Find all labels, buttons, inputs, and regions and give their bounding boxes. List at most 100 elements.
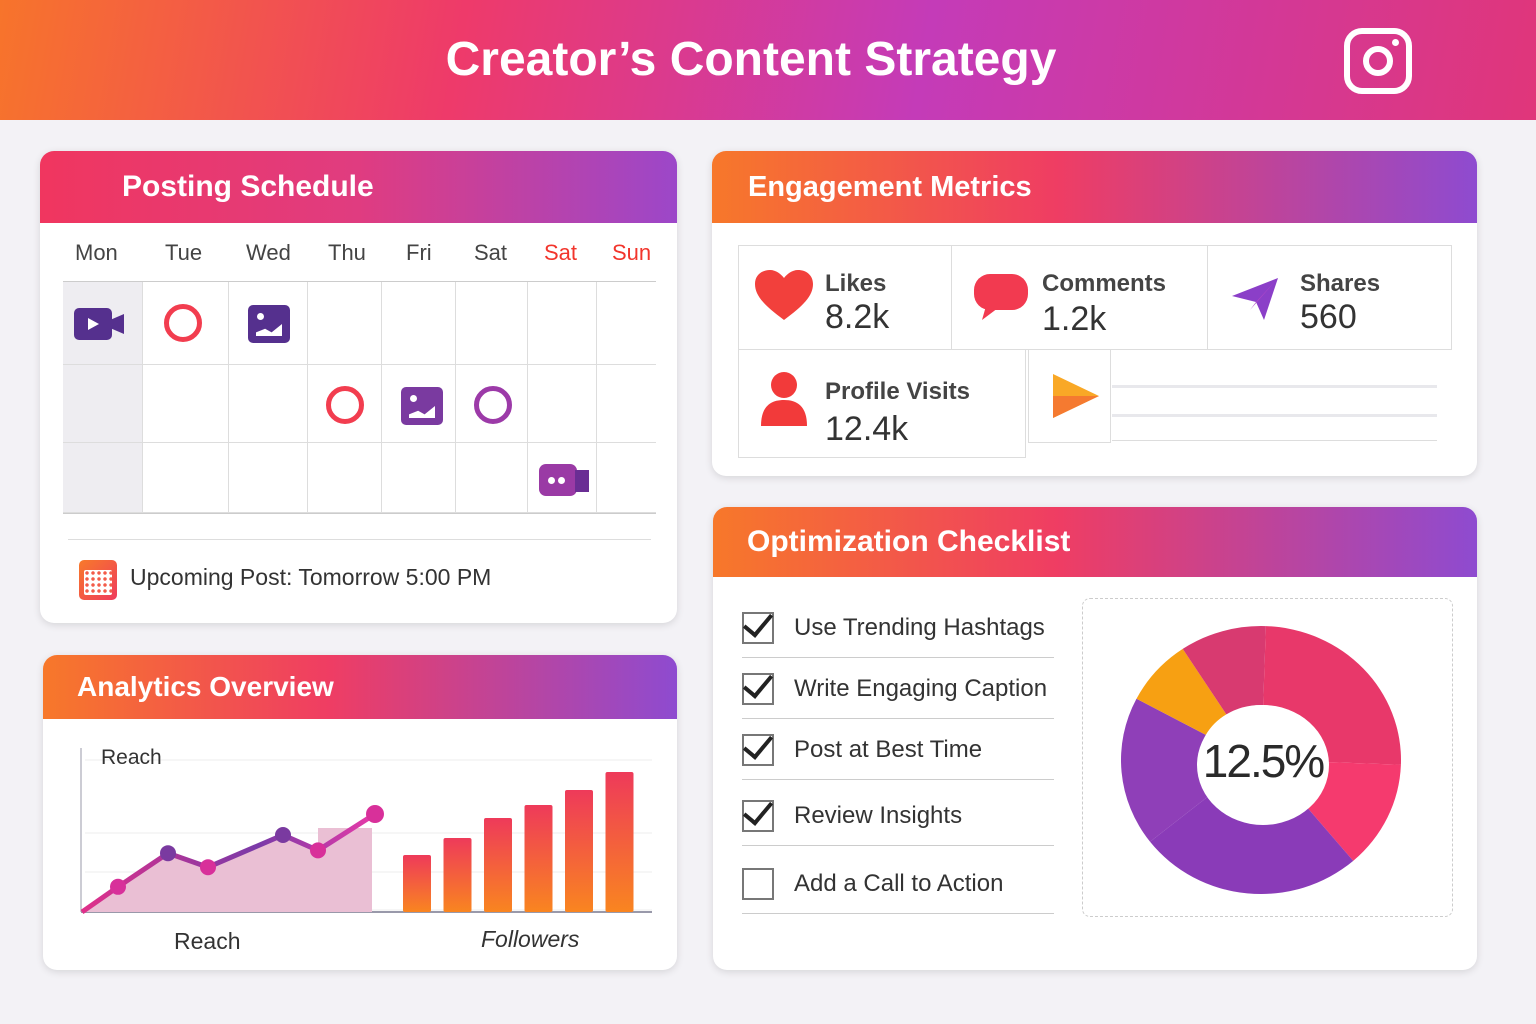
followers-bar bbox=[443, 838, 472, 912]
divider bbox=[742, 779, 1054, 780]
donut-slice bbox=[1150, 793, 1354, 894]
upcoming-post: Upcoming Post: Tomorrow 5:00 PM bbox=[130, 564, 492, 590]
calendar-icon bbox=[79, 560, 117, 600]
donut-slice bbox=[1301, 761, 1401, 861]
story-ring-icon[interactable] bbox=[164, 304, 202, 342]
checkbox[interactable] bbox=[742, 612, 774, 644]
reach-point bbox=[275, 827, 291, 843]
play-button[interactable] bbox=[1028, 349, 1111, 443]
schedule-cell[interactable] bbox=[528, 365, 597, 443]
schedule-cell[interactable] bbox=[456, 365, 528, 443]
donut-slice bbox=[1263, 626, 1401, 765]
heart-icon bbox=[755, 270, 813, 320]
followers-bar bbox=[524, 805, 553, 912]
checkbox[interactable] bbox=[742, 734, 774, 766]
day-thu: Thu bbox=[328, 240, 366, 265]
day-sun: Sun bbox=[612, 240, 652, 265]
schedule-cell[interactable] bbox=[382, 282, 456, 365]
comment-bubble-icon bbox=[974, 274, 1028, 320]
card-title: Optimization Checklist bbox=[713, 507, 1477, 577]
schedule-cell[interactable] bbox=[597, 443, 656, 513]
paper-plane-icon bbox=[1232, 278, 1278, 320]
image-post-icon[interactable] bbox=[248, 305, 290, 343]
schedule-cell[interactable] bbox=[528, 282, 597, 365]
schedule-cell[interactable] bbox=[528, 443, 597, 513]
reach-area bbox=[82, 828, 372, 912]
day-sat: Sat bbox=[474, 240, 508, 265]
day-wed: Wed bbox=[246, 240, 291, 265]
schedule-cell[interactable] bbox=[597, 282, 656, 365]
donut-slice bbox=[1182, 626, 1266, 715]
play-icon bbox=[1053, 374, 1099, 418]
day-fri: Fri bbox=[406, 240, 432, 265]
comments-value: 1.2k bbox=[1042, 300, 1107, 338]
profile-visits-metric: Profile Visits 12.4k bbox=[738, 349, 1026, 458]
schedule-cell[interactable] bbox=[63, 443, 143, 513]
reel-camera-icon[interactable] bbox=[539, 464, 589, 496]
image-post-icon[interactable] bbox=[401, 387, 443, 425]
schedule-cell[interactable] bbox=[382, 365, 456, 443]
schedule-cell[interactable] bbox=[63, 365, 143, 443]
story-ring-icon[interactable] bbox=[474, 386, 512, 424]
followers-bar bbox=[484, 818, 512, 912]
divider bbox=[742, 845, 1054, 846]
checklist-item-label: Use Trending Hashtags bbox=[794, 614, 1045, 641]
schedule-cell[interactable] bbox=[229, 365, 308, 443]
schedule-cell[interactable] bbox=[456, 282, 528, 365]
schedule-cell[interactable] bbox=[143, 282, 229, 365]
donut-center-label: 12.5% bbox=[1202, 735, 1325, 787]
instagram-icon[interactable] bbox=[1344, 28, 1412, 94]
schedule-cell[interactable] bbox=[308, 282, 382, 365]
progress-line bbox=[1112, 414, 1437, 417]
followers-bar bbox=[605, 772, 634, 912]
schedule-cell[interactable] bbox=[308, 365, 382, 443]
followers-bar bbox=[403, 855, 431, 912]
schedule-cell[interactable] bbox=[143, 365, 229, 443]
profile-visits-label: Profile Visits bbox=[825, 378, 970, 405]
schedule-cell[interactable] bbox=[308, 443, 382, 513]
schedule-cell[interactable] bbox=[456, 443, 528, 513]
divider bbox=[742, 718, 1054, 719]
donut-chart bbox=[1121, 626, 1401, 894]
schedule-cell[interactable] bbox=[382, 443, 456, 513]
comments-metric: Comments 1.2k bbox=[951, 245, 1208, 350]
divider bbox=[1112, 440, 1437, 441]
header: Creator’s Content Strategy bbox=[0, 0, 1536, 120]
reach-axis-label: Reach bbox=[174, 928, 241, 954]
reach-point bbox=[160, 845, 176, 862]
schedule-cell[interactable] bbox=[597, 365, 656, 443]
reach-point bbox=[310, 842, 326, 859]
reach-point bbox=[110, 878, 126, 895]
likes-metric: Likes 8.2k bbox=[738, 245, 952, 350]
schedule-cell[interactable] bbox=[143, 443, 229, 513]
profile-visits-value: 12.4k bbox=[825, 410, 909, 448]
shares-metric: Shares 560 bbox=[1207, 245, 1452, 350]
day-tue: Tue bbox=[165, 240, 203, 265]
day-mon: Mon bbox=[75, 240, 118, 265]
divider bbox=[742, 657, 1054, 658]
shares-value: 560 bbox=[1300, 298, 1357, 336]
checklist-item-label: Post at Best Time bbox=[794, 736, 983, 763]
schedule-cell[interactable] bbox=[229, 443, 308, 513]
likes-label: Likes bbox=[825, 270, 887, 297]
card-title: Posting Schedule bbox=[40, 151, 677, 223]
checklist-item-label: Write Engaging Caption bbox=[794, 675, 1048, 702]
schedule-cell[interactable] bbox=[229, 282, 308, 365]
divider bbox=[742, 913, 1054, 914]
followers-bar bbox=[565, 790, 593, 912]
page-title: Creator’s Content Strategy bbox=[445, 33, 1057, 86]
checkbox[interactable] bbox=[742, 800, 774, 832]
story-ring-icon[interactable] bbox=[326, 386, 364, 424]
comments-label: Comments bbox=[1042, 270, 1167, 297]
progress-line bbox=[1112, 385, 1437, 388]
card-title: Analytics Overview bbox=[43, 655, 677, 719]
likes-value: 8.2k bbox=[825, 298, 890, 336]
video-icon[interactable] bbox=[74, 308, 126, 340]
checklist-item-label: Review Insights bbox=[794, 802, 963, 829]
checkbox[interactable] bbox=[742, 673, 774, 705]
reach-point bbox=[366, 805, 384, 823]
donut-slice bbox=[1121, 698, 1212, 842]
checkbox[interactable] bbox=[742, 868, 774, 900]
card-title: Engagement Metrics bbox=[712, 151, 1477, 223]
day-sat-weekend: Sat bbox=[544, 240, 578, 265]
